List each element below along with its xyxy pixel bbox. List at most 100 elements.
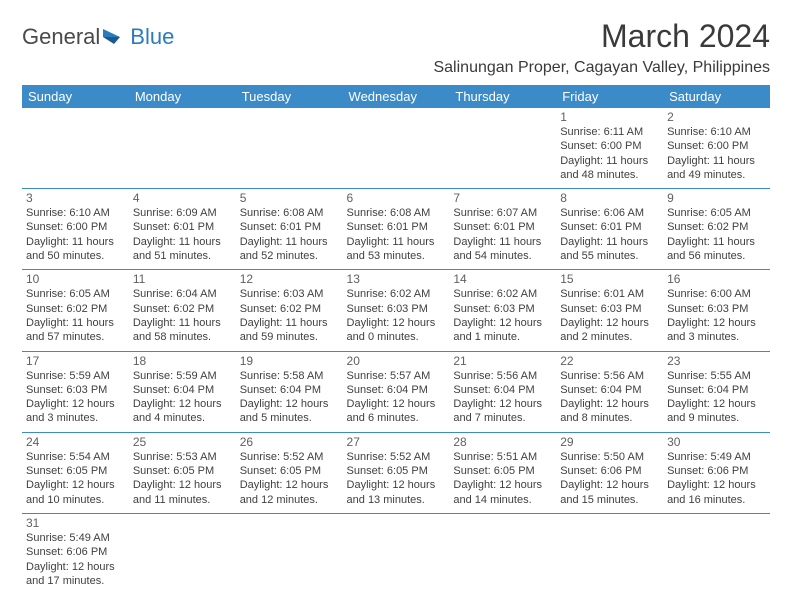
calendar-cell: 24Sunrise: 5:54 AMSunset: 6:05 PMDayligh… bbox=[22, 432, 129, 513]
month-title: March 2024 bbox=[433, 18, 770, 55]
daylight-text: Daylight: 11 hours and 56 minutes. bbox=[667, 235, 766, 264]
weekday-tuesday: Tuesday bbox=[236, 85, 343, 108]
daylight-text: Daylight: 12 hours and 1 minute. bbox=[453, 316, 552, 345]
day-info: Sunrise: 6:02 AMSunset: 6:03 PMDaylight:… bbox=[347, 287, 446, 344]
day-info: Sunrise: 6:03 AMSunset: 6:02 PMDaylight:… bbox=[240, 287, 339, 344]
calendar-cell bbox=[449, 108, 556, 189]
day-info: Sunrise: 5:56 AMSunset: 6:04 PMDaylight:… bbox=[560, 369, 659, 426]
sunset-text: Sunset: 6:05 PM bbox=[453, 464, 552, 478]
calendar-cell bbox=[449, 513, 556, 594]
daylight-text: Daylight: 11 hours and 48 minutes. bbox=[560, 154, 659, 183]
weekday-sunday: Sunday bbox=[22, 85, 129, 108]
day-info: Sunrise: 5:49 AMSunset: 6:06 PMDaylight:… bbox=[26, 531, 125, 588]
sunrise-text: Sunrise: 6:05 AM bbox=[26, 287, 125, 301]
day-number: 3 bbox=[26, 191, 125, 205]
calendar-cell: 21Sunrise: 5:56 AMSunset: 6:04 PMDayligh… bbox=[449, 351, 556, 432]
sunset-text: Sunset: 6:01 PM bbox=[347, 220, 446, 234]
daylight-text: Daylight: 12 hours and 3 minutes. bbox=[667, 316, 766, 345]
day-number: 25 bbox=[133, 435, 232, 449]
day-info: Sunrise: 6:10 AMSunset: 6:00 PMDaylight:… bbox=[667, 125, 766, 182]
title-block: March 2024 Salinungan Proper, Cagayan Va… bbox=[433, 18, 770, 77]
day-info: Sunrise: 6:11 AMSunset: 6:00 PMDaylight:… bbox=[560, 125, 659, 182]
daylight-text: Daylight: 12 hours and 0 minutes. bbox=[347, 316, 446, 345]
weekday-saturday: Saturday bbox=[663, 85, 770, 108]
day-info: Sunrise: 6:01 AMSunset: 6:03 PMDaylight:… bbox=[560, 287, 659, 344]
day-number: 16 bbox=[667, 272, 766, 286]
day-number: 27 bbox=[347, 435, 446, 449]
sunrise-text: Sunrise: 6:00 AM bbox=[667, 287, 766, 301]
daylight-text: Daylight: 12 hours and 7 minutes. bbox=[453, 397, 552, 426]
calendar-cell: 28Sunrise: 5:51 AMSunset: 6:05 PMDayligh… bbox=[449, 432, 556, 513]
location-subtitle: Salinungan Proper, Cagayan Valley, Phili… bbox=[433, 59, 770, 77]
sunrise-text: Sunrise: 6:06 AM bbox=[560, 206, 659, 220]
calendar-cell: 18Sunrise: 5:59 AMSunset: 6:04 PMDayligh… bbox=[129, 351, 236, 432]
calendar-cell bbox=[343, 513, 450, 594]
sunrise-text: Sunrise: 5:56 AM bbox=[453, 369, 552, 383]
day-number: 21 bbox=[453, 354, 552, 368]
sunset-text: Sunset: 6:01 PM bbox=[560, 220, 659, 234]
sunrise-text: Sunrise: 5:50 AM bbox=[560, 450, 659, 464]
day-number: 8 bbox=[560, 191, 659, 205]
sunset-text: Sunset: 6:03 PM bbox=[26, 383, 125, 397]
day-number: 18 bbox=[133, 354, 232, 368]
sunset-text: Sunset: 6:03 PM bbox=[667, 302, 766, 316]
sunrise-text: Sunrise: 6:03 AM bbox=[240, 287, 339, 301]
calendar-cell: 15Sunrise: 6:01 AMSunset: 6:03 PMDayligh… bbox=[556, 270, 663, 351]
sunset-text: Sunset: 6:05 PM bbox=[240, 464, 339, 478]
day-info: Sunrise: 6:06 AMSunset: 6:01 PMDaylight:… bbox=[560, 206, 659, 263]
daylight-text: Daylight: 12 hours and 4 minutes. bbox=[133, 397, 232, 426]
calendar-cell: 7Sunrise: 6:07 AMSunset: 6:01 PMDaylight… bbox=[449, 189, 556, 270]
sunrise-text: Sunrise: 5:54 AM bbox=[26, 450, 125, 464]
sunrise-text: Sunrise: 6:08 AM bbox=[347, 206, 446, 220]
day-info: Sunrise: 6:05 AMSunset: 6:02 PMDaylight:… bbox=[26, 287, 125, 344]
daylight-text: Daylight: 12 hours and 11 minutes. bbox=[133, 478, 232, 507]
day-info: Sunrise: 5:58 AMSunset: 6:04 PMDaylight:… bbox=[240, 369, 339, 426]
logo-flag-icon bbox=[102, 27, 128, 47]
day-number: 10 bbox=[26, 272, 125, 286]
calendar-cell: 16Sunrise: 6:00 AMSunset: 6:03 PMDayligh… bbox=[663, 270, 770, 351]
calendar-cell bbox=[129, 108, 236, 189]
sunrise-text: Sunrise: 6:02 AM bbox=[347, 287, 446, 301]
sunset-text: Sunset: 6:04 PM bbox=[133, 383, 232, 397]
day-number: 11 bbox=[133, 272, 232, 286]
day-number: 13 bbox=[347, 272, 446, 286]
daylight-text: Daylight: 12 hours and 13 minutes. bbox=[347, 478, 446, 507]
day-info: Sunrise: 5:49 AMSunset: 6:06 PMDaylight:… bbox=[667, 450, 766, 507]
sunset-text: Sunset: 6:06 PM bbox=[667, 464, 766, 478]
calendar-table: Sunday Monday Tuesday Wednesday Thursday… bbox=[22, 85, 770, 594]
day-info: Sunrise: 6:08 AMSunset: 6:01 PMDaylight:… bbox=[347, 206, 446, 263]
sunset-text: Sunset: 6:02 PM bbox=[133, 302, 232, 316]
sunrise-text: Sunrise: 5:49 AM bbox=[26, 531, 125, 545]
sunrise-text: Sunrise: 5:49 AM bbox=[667, 450, 766, 464]
day-number: 29 bbox=[560, 435, 659, 449]
calendar-week-row: 31Sunrise: 5:49 AMSunset: 6:06 PMDayligh… bbox=[22, 513, 770, 594]
sunrise-text: Sunrise: 5:52 AM bbox=[347, 450, 446, 464]
sunset-text: Sunset: 6:06 PM bbox=[560, 464, 659, 478]
day-number: 20 bbox=[347, 354, 446, 368]
calendar-cell: 22Sunrise: 5:56 AMSunset: 6:04 PMDayligh… bbox=[556, 351, 663, 432]
sunrise-text: Sunrise: 5:55 AM bbox=[667, 369, 766, 383]
day-number: 22 bbox=[560, 354, 659, 368]
sunrise-text: Sunrise: 5:59 AM bbox=[133, 369, 232, 383]
day-number: 6 bbox=[347, 191, 446, 205]
day-info: Sunrise: 5:54 AMSunset: 6:05 PMDaylight:… bbox=[26, 450, 125, 507]
calendar-cell bbox=[556, 513, 663, 594]
sunrise-text: Sunrise: 6:10 AM bbox=[26, 206, 125, 220]
sunset-text: Sunset: 6:04 PM bbox=[667, 383, 766, 397]
calendar-cell: 3Sunrise: 6:10 AMSunset: 6:00 PMDaylight… bbox=[22, 189, 129, 270]
daylight-text: Daylight: 11 hours and 50 minutes. bbox=[26, 235, 125, 264]
sunrise-text: Sunrise: 5:51 AM bbox=[453, 450, 552, 464]
sunset-text: Sunset: 6:04 PM bbox=[453, 383, 552, 397]
calendar-cell: 2Sunrise: 6:10 AMSunset: 6:00 PMDaylight… bbox=[663, 108, 770, 189]
day-info: Sunrise: 5:55 AMSunset: 6:04 PMDaylight:… bbox=[667, 369, 766, 426]
calendar-cell bbox=[236, 108, 343, 189]
logo-text-general: General bbox=[22, 24, 100, 50]
calendar-cell bbox=[343, 108, 450, 189]
calendar-cell: 19Sunrise: 5:58 AMSunset: 6:04 PMDayligh… bbox=[236, 351, 343, 432]
sunrise-text: Sunrise: 5:53 AM bbox=[133, 450, 232, 464]
sunrise-text: Sunrise: 5:58 AM bbox=[240, 369, 339, 383]
sunset-text: Sunset: 6:00 PM bbox=[560, 139, 659, 153]
sunset-text: Sunset: 6:01 PM bbox=[453, 220, 552, 234]
day-info: Sunrise: 5:51 AMSunset: 6:05 PMDaylight:… bbox=[453, 450, 552, 507]
sunrise-text: Sunrise: 5:59 AM bbox=[26, 369, 125, 383]
